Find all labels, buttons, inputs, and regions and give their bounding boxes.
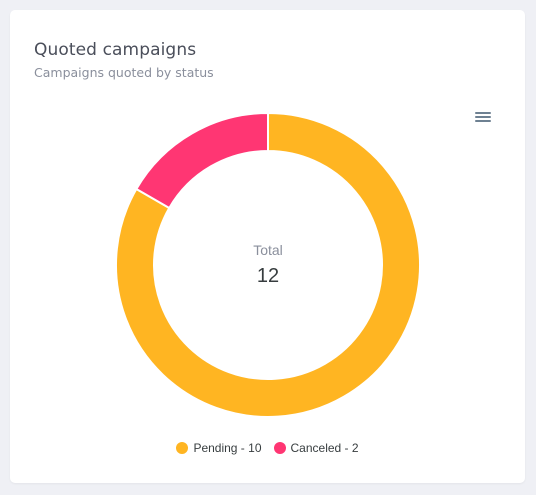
chart-legend: Pending - 10 Canceled - 2 <box>10 441 525 455</box>
card-subtitle: Campaigns quoted by status <box>34 65 214 80</box>
legend-marker <box>273 442 286 454</box>
legend-label: Canceled - 2 <box>290 441 359 455</box>
legend-item-canceled[interactable]: Canceled - 2 <box>273 441 359 455</box>
card-title: Quoted campaigns <box>34 40 197 60</box>
legend-marker <box>176 442 189 454</box>
donut-slice-canceled[interactable] <box>134 111 269 210</box>
legend-item-pending[interactable]: Pending - 10 <box>176 441 262 455</box>
quoted-campaigns-card: Quoted campaigns Campaigns quoted by sta… <box>10 10 525 483</box>
hamburger-menu-icon[interactable] <box>473 108 493 126</box>
total-label: Total <box>253 242 283 258</box>
donut-slice-pending[interactable] <box>115 111 421 418</box>
total-value: 12 <box>257 265 279 287</box>
legend-label: Pending - 10 <box>193 441 262 455</box>
donut-chart: Total 12 <box>115 111 421 418</box>
